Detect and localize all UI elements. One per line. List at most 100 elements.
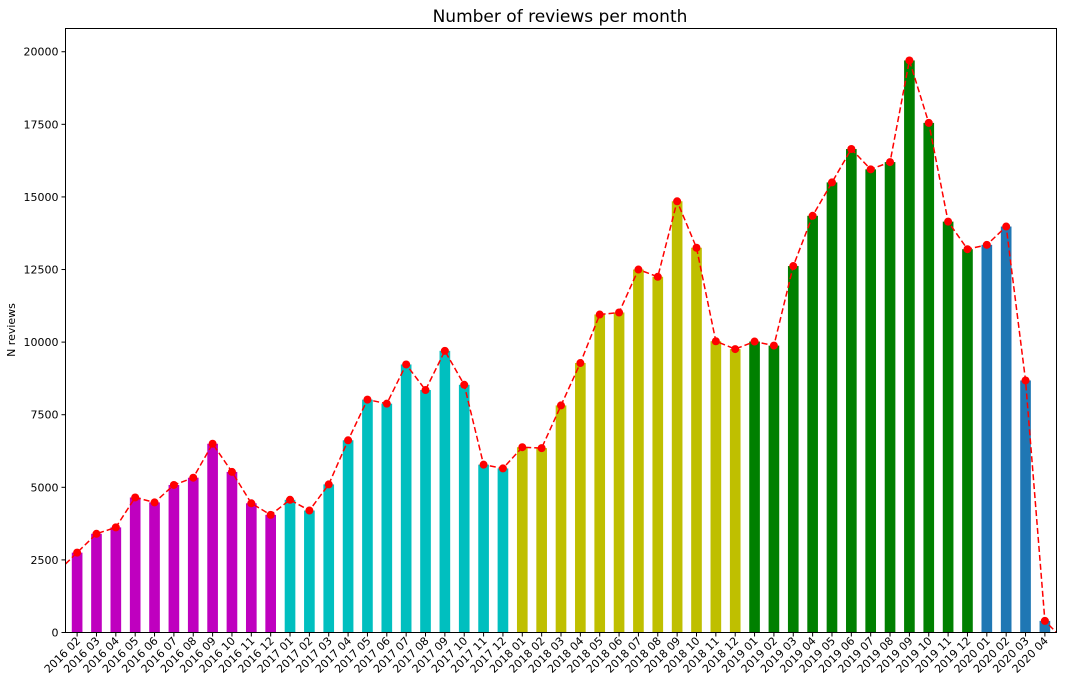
bar <box>729 349 741 633</box>
trend-point <box>595 310 604 319</box>
trend-point <box>847 145 856 154</box>
bar <box>981 244 993 633</box>
bar <box>710 341 722 633</box>
trend-point <box>731 345 740 354</box>
bar <box>323 484 335 633</box>
y-tick-label: 2500 <box>31 554 59 567</box>
trend-point <box>305 506 314 515</box>
y-tick-label: 0 <box>52 627 59 640</box>
bars-group <box>71 60 1051 633</box>
bar <box>110 527 122 633</box>
trend-point <box>905 56 914 65</box>
bar <box>536 448 547 633</box>
trend-point <box>982 240 991 249</box>
bar <box>787 266 799 633</box>
trend-point <box>92 529 101 538</box>
trend-point <box>421 386 430 395</box>
bar <box>671 201 683 633</box>
trend-point <box>498 464 507 473</box>
trend-point <box>769 341 778 350</box>
trend-point <box>208 439 217 448</box>
trend-point <box>615 308 624 317</box>
bar <box>265 514 276 633</box>
bar <box>478 464 489 633</box>
trend-point <box>518 443 527 452</box>
y-tick-label: 12500 <box>24 264 59 277</box>
bar <box>594 314 606 633</box>
trend-point <box>150 498 159 507</box>
trend-point <box>111 523 120 532</box>
trend-point <box>460 380 469 389</box>
trend-point <box>557 401 565 410</box>
bar <box>652 276 664 633</box>
bar <box>129 497 141 633</box>
trend-point <box>324 480 333 489</box>
trend-point <box>266 510 275 519</box>
trend-point <box>944 217 953 226</box>
bar <box>1000 226 1012 633</box>
bar <box>497 468 509 633</box>
trend-point <box>440 346 449 355</box>
trend-point <box>537 444 546 453</box>
bar <box>555 405 567 633</box>
bar <box>865 169 877 633</box>
bar <box>362 399 373 633</box>
trend-point <box>866 165 875 174</box>
trend-point <box>382 399 391 408</box>
bar <box>304 510 315 633</box>
bar <box>962 249 973 633</box>
trend-point <box>711 337 720 346</box>
bar <box>207 443 218 633</box>
bar <box>168 484 180 633</box>
bar <box>749 341 760 633</box>
y-tick-label: 7500 <box>31 409 59 422</box>
trend-point <box>479 460 488 469</box>
y-tick-label: 10000 <box>24 336 59 349</box>
trend-point <box>1002 222 1011 231</box>
trend-point <box>402 360 411 369</box>
bar <box>691 247 702 633</box>
bar <box>768 345 780 633</box>
bar <box>381 403 393 633</box>
trend-point <box>886 158 895 167</box>
bar <box>91 533 102 633</box>
trend-point <box>286 495 295 504</box>
bar <box>226 471 238 633</box>
bar <box>923 122 935 633</box>
trend-point <box>576 359 585 368</box>
trend-point <box>73 548 82 557</box>
y-tick-label: 17500 <box>24 118 59 131</box>
trend-point <box>673 197 682 206</box>
trend-point <box>808 211 817 220</box>
trend-point <box>363 395 372 404</box>
trend-line-group <box>64 56 1058 634</box>
trend-point <box>692 243 701 252</box>
bar <box>884 162 896 633</box>
trend-point <box>227 467 236 476</box>
y-axis-ticks: 0 2500 5000 7500 10000 12500 15000 17500 20000 <box>24 46 66 640</box>
bar <box>633 269 644 633</box>
bar <box>826 182 838 633</box>
trend-point <box>750 337 759 346</box>
y-tick-label: 20000 <box>24 46 59 59</box>
y-tick-label: 5000 <box>31 481 59 494</box>
trend-point <box>963 245 972 254</box>
bar <box>904 60 915 633</box>
bar <box>187 477 199 633</box>
bar <box>613 312 625 633</box>
bar <box>420 390 431 633</box>
bar <box>1020 380 1031 633</box>
trend-point <box>131 493 140 502</box>
bar <box>284 499 296 633</box>
bar <box>245 503 257 633</box>
trend-point <box>924 118 933 127</box>
bar <box>516 447 528 633</box>
bar <box>400 364 412 633</box>
trend-point <box>1021 376 1030 385</box>
chart-title: Number of reviews per month <box>433 7 688 27</box>
trend-point <box>344 436 353 445</box>
trend-point <box>169 480 178 489</box>
trend-point <box>827 178 836 187</box>
